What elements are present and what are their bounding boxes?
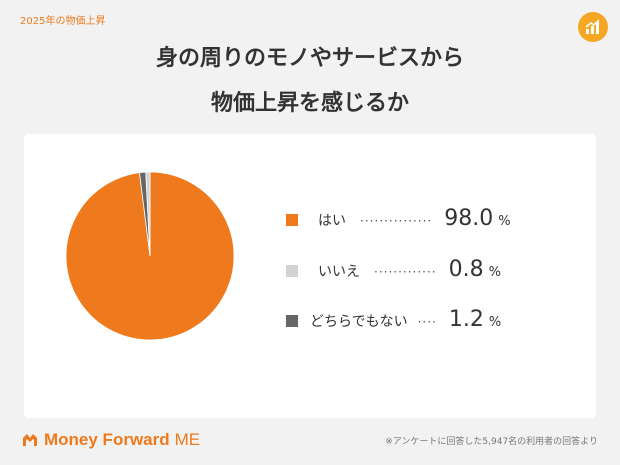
topic-tag: 2025年の物価上昇: [20, 16, 106, 27]
legend-swatch-neither: [286, 315, 298, 327]
legend-unit: %: [488, 265, 501, 280]
legend-value-yes: 98.0: [444, 206, 494, 231]
legend-swatch-yes: [286, 214, 298, 226]
legend-unit: %: [498, 214, 511, 229]
legend-unit: %: [488, 315, 502, 330]
legend-row-no: いいえ ············· 0.8 %: [286, 257, 501, 282]
legend-dots: ·············: [374, 265, 437, 279]
legend-dots: ···············: [360, 214, 433, 228]
chart-title: 身の周りのモノやサービスから 物価上昇を感じるか: [0, 40, 620, 122]
title-line-1: 身の周りのモノやサービスから: [155, 46, 464, 71]
pie-chart: [65, 171, 235, 341]
legend-dots: ····: [417, 315, 437, 329]
legend-value-neither: 1.2: [448, 307, 484, 332]
legend-label-neither: どちらでもない: [310, 314, 408, 330]
footnote: ※アンケートに回答した5,947名の利用者の回答より: [385, 437, 598, 447]
legend-label-no: いいえ: [318, 264, 360, 280]
brand-logo: Money Forward ME: [22, 430, 200, 450]
chart-up-icon: [578, 12, 608, 42]
pie-slice-no: [145, 171, 151, 257]
legend-row-yes: はい ··············· 98.0 %: [286, 206, 511, 231]
brand-suffix: ME: [174, 430, 201, 449]
chart-card: はい ··············· 98.0 % いいえ ··········…: [24, 134, 596, 418]
legend-row-neither: どちらでもない ···· 1.2 %: [286, 307, 501, 332]
legend-value-no: 0.8: [448, 257, 484, 282]
brand-name: Money Forward: [44, 430, 170, 449]
legend-swatch-no: [286, 265, 298, 277]
brand-mark-icon: [23, 434, 37, 446]
legend-label-yes: はい: [318, 213, 346, 229]
title-line-2: 物価上昇を感じるか: [210, 91, 409, 116]
